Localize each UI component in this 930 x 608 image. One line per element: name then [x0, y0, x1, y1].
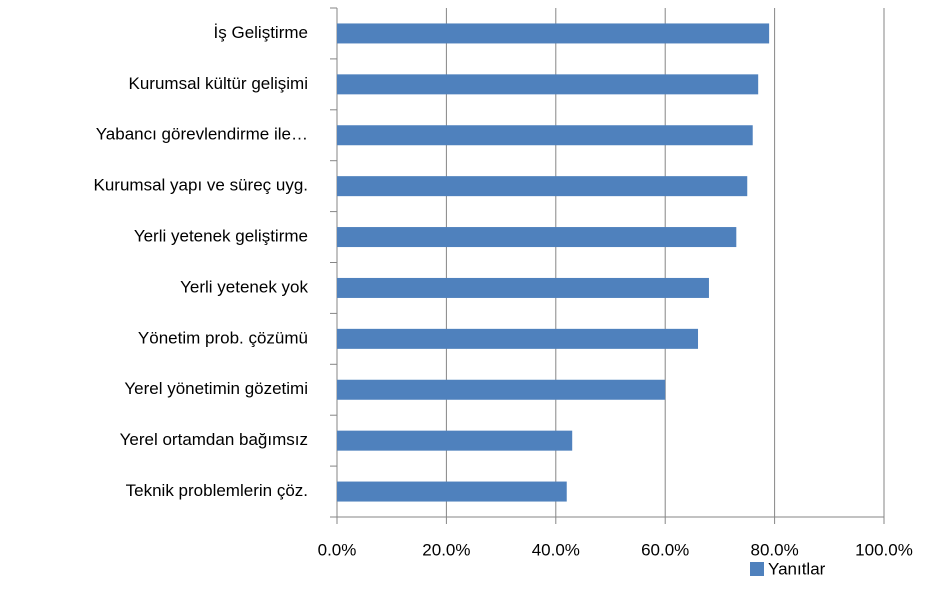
- y-tick-label: Yerli yetenek yok: [180, 277, 308, 296]
- x-tick-label: 0.0%: [318, 540, 357, 559]
- bar: [337, 125, 753, 146]
- x-tick-label: 60.0%: [641, 540, 689, 559]
- bar: [337, 23, 770, 44]
- y-tick-label: Yerel yönetimin gözetimi: [124, 379, 308, 398]
- bar: [337, 277, 709, 298]
- x-tick-label: 20.0%: [422, 540, 470, 559]
- y-tick-label: Yönetim prob. çözümü: [138, 328, 308, 347]
- y-tick-label: Yabancı görevlendirme ile…: [96, 125, 308, 144]
- y-tick-label: Kurumsal kültür gelişimi: [129, 74, 309, 93]
- y-tick-label: Yerel ortamdan bağımsız: [120, 430, 308, 449]
- x-tick-label: 100.0%: [855, 540, 913, 559]
- bar: [337, 74, 759, 95]
- y-tick-label: İş Geliştirme: [214, 23, 308, 42]
- y-tick-label: Kurumsal yapı ve süreç uyg.: [94, 176, 308, 195]
- bar: [337, 328, 699, 349]
- y-tick-label: Teknik problemlerin çöz.: [126, 481, 308, 500]
- y-tick-label: Yerli yetenek geliştirme: [134, 227, 308, 246]
- bar: [337, 176, 748, 197]
- x-tick-label: 40.0%: [532, 540, 580, 559]
- bar: [337, 227, 737, 248]
- bar: [337, 379, 666, 400]
- x-tick-label: 80.0%: [750, 540, 798, 559]
- bar: [337, 430, 573, 451]
- legend-swatch: [750, 562, 764, 576]
- legend-label: Yanıtlar: [768, 559, 826, 578]
- bar: [337, 481, 567, 502]
